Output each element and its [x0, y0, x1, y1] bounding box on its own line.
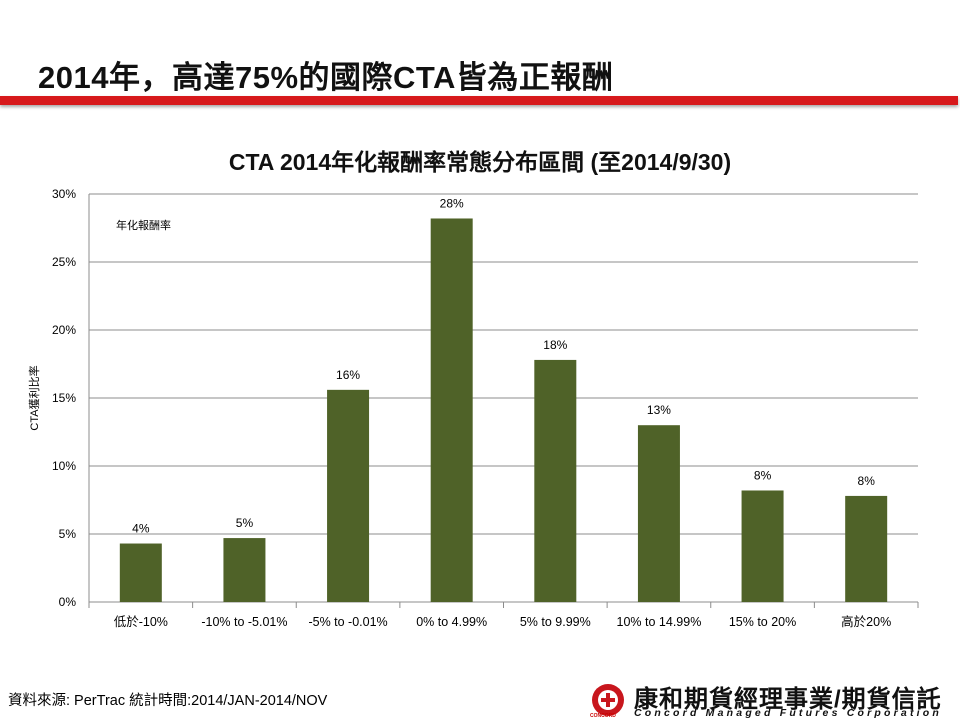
bar: [430, 218, 473, 603]
company-logo: CONCORD 康和期貨經理事業/期貨信託 Concord Managed Fu…: [590, 680, 952, 720]
data-label: 18%: [543, 338, 567, 352]
concord-emblem-icon: [592, 684, 624, 716]
company-name: 康和期貨經理事業/期貨信託: [634, 686, 942, 713]
x-tick-label: -5% to -0.01%: [308, 615, 387, 629]
title-divider-bar: [0, 96, 958, 105]
bar: [637, 425, 680, 602]
y-tick-label: 10%: [52, 459, 76, 473]
x-tick-label: 低於-10%: [114, 614, 168, 629]
logo-small-text: CONCORD: [590, 713, 616, 719]
y-tick-label: 20%: [52, 323, 76, 337]
bar: [119, 543, 162, 602]
y-axis-title: CTA獲利比率: [27, 365, 41, 430]
y-tick-label: 15%: [52, 391, 76, 405]
y-tick-label: 0%: [59, 595, 77, 609]
data-label: 28%: [440, 196, 464, 210]
bar: [845, 495, 888, 602]
y-tick-label: 25%: [52, 255, 76, 269]
data-label: 5%: [236, 516, 254, 530]
company-english-name: Concord Managed Futures Corporation: [634, 707, 943, 719]
bar: [223, 538, 266, 602]
bar-chart: 0% 5% 10% 15% 20% 25% 30% 4% 低於-10% 5% -10% to -5.…: [27, 187, 919, 629]
data-label: 13%: [647, 403, 671, 417]
data-label: 16%: [336, 368, 360, 382]
x-tick-label: 0% to 4.99%: [416, 615, 487, 629]
data-label: 4%: [132, 522, 150, 536]
x-tick-label: 高於20%: [841, 614, 891, 629]
chart-annotation: 年化報酬率: [116, 218, 171, 232]
x-tick-label: 5% to 9.99%: [520, 615, 591, 629]
bar: [741, 490, 784, 602]
y-tick-label: 30%: [52, 187, 76, 201]
chart-title: CTA 2014年化報酬率常態分布區間 (至2014/9/30): [228, 149, 732, 175]
x-tick-label: 10% to 14.99%: [617, 615, 702, 629]
x-tick-label: 15% to 20%: [729, 615, 796, 629]
x-tick-label: -10% to -5.01%: [201, 615, 287, 629]
y-tick-label: 5%: [59, 527, 77, 541]
bar: [327, 389, 370, 602]
data-label: 8%: [754, 468, 772, 482]
source-note: 資料來源: PerTrac 統計時間:2014/JAN-2014/NOV: [8, 693, 328, 709]
data-label: 8%: [858, 474, 876, 488]
slide-title: 2014年，高達75%的國際CTA皆為正報酬: [38, 60, 614, 95]
bar: [534, 359, 577, 602]
